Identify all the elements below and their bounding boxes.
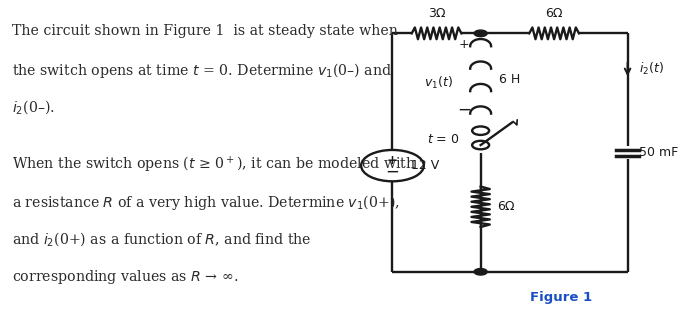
- Text: 6 H: 6 H: [499, 73, 520, 86]
- Text: −: −: [385, 162, 400, 180]
- Text: +: +: [459, 38, 470, 51]
- Text: 6Ω: 6Ω: [546, 7, 563, 20]
- Text: corresponding values as $R$ → ∞.: corresponding values as $R$ → ∞.: [12, 268, 239, 286]
- Text: 6Ω: 6Ω: [497, 200, 514, 213]
- Text: and $i_2$(0+) as a function of $R$, and find the: and $i_2$(0+) as a function of $R$, and …: [12, 230, 312, 248]
- Text: $v_1(t)$: $v_1(t)$: [424, 75, 453, 91]
- Text: −: −: [458, 100, 471, 118]
- Text: Figure 1: Figure 1: [529, 291, 592, 304]
- Text: 12 V: 12 V: [411, 159, 439, 172]
- Circle shape: [474, 30, 487, 37]
- Text: When the switch opens ($t$ ≥ 0$^+$), it can be modeled with: When the switch opens ($t$ ≥ 0$^+$), it …: [12, 155, 417, 175]
- Text: the switch opens at time $t$ = 0. Determine $v_1$(0–) and: the switch opens at time $t$ = 0. Determ…: [12, 61, 392, 80]
- Text: +: +: [387, 154, 398, 167]
- Text: $t$ = 0: $t$ = 0: [426, 133, 459, 146]
- Text: a resistance $R$ of a very high value. Determine $v_1$(0+),: a resistance $R$ of a very high value. D…: [12, 193, 400, 212]
- Text: 50 mF: 50 mF: [639, 146, 679, 159]
- Text: 3Ω: 3Ω: [428, 7, 445, 20]
- Circle shape: [474, 269, 487, 275]
- Text: $i_2$(0–).: $i_2$(0–).: [12, 99, 55, 116]
- Text: $i_2(t)$: $i_2(t)$: [639, 61, 664, 77]
- Text: The circuit shown in Figure 1  is at steady state when: The circuit shown in Figure 1 is at stea…: [12, 24, 398, 38]
